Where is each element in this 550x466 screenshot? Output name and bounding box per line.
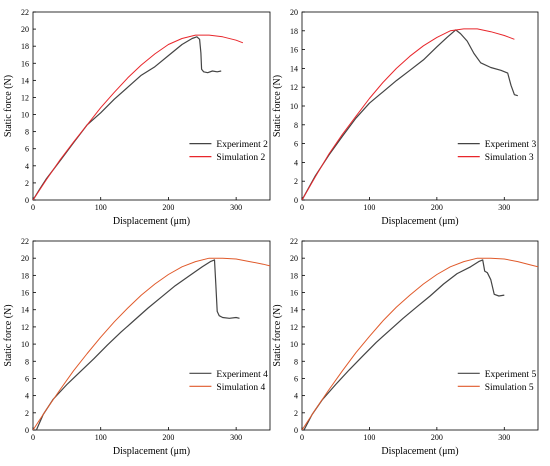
legend-label: Simulation 5 <box>485 383 534 393</box>
y-tick-label: 4 <box>25 162 29 171</box>
series-line-simulation <box>33 34 244 200</box>
y-tick-label: 4 <box>294 158 298 167</box>
y-tick-label: 10 <box>21 111 29 120</box>
x-tick-label: 200 <box>162 203 174 212</box>
x-tick-label: 100 <box>95 433 107 442</box>
y-tick-label: 10 <box>21 340 29 349</box>
x-tick-label: 300 <box>230 433 242 442</box>
x-tick-label: 100 <box>95 203 107 212</box>
x-axis-label: Displacement (μm) <box>381 446 458 457</box>
y-tick-label: 8 <box>294 357 298 366</box>
legend-label: Experiment 4 <box>216 370 268 380</box>
y-tick-label: 0 <box>294 196 298 205</box>
chart-panel-4: 0 2 4 6 8 10 12 14 16 18 20 22 0 100 200 300 Displacemen… <box>272 237 539 457</box>
y-tick-label: 4 <box>294 392 298 401</box>
legend-label: Experiment 3 <box>485 140 537 150</box>
y-tick-label: 16 <box>21 289 29 298</box>
y-axis-label: Static force (N) <box>3 304 14 366</box>
series-line-simulation <box>302 257 538 430</box>
y-tick-label: 0 <box>25 426 29 435</box>
x-tick-label: 300 <box>230 203 242 212</box>
y-tick-label: 18 <box>290 271 298 280</box>
x-tick-label: 100 <box>363 203 375 212</box>
y-tick-label: 14 <box>290 306 298 315</box>
y-axis-label: Static force (N) <box>272 304 283 366</box>
y-tick-label: 2 <box>25 179 29 188</box>
y-tick-label: 6 <box>294 374 298 383</box>
chart-panel-1: 0 2 4 6 8 10 12 14 16 18 20 22 0 100 200 300 Displacemen… <box>3 8 271 227</box>
y-tick-label: 8 <box>294 121 298 130</box>
y-tick-label: 14 <box>290 64 298 73</box>
legend-label: Simulation 2 <box>216 153 265 163</box>
y-tick-label: 2 <box>25 409 29 418</box>
legend-label: Experiment 2 <box>216 140 268 150</box>
y-tick-label: 12 <box>290 83 298 92</box>
y-axis-label: Static force (N) <box>272 75 283 137</box>
y-tick-label: 22 <box>21 237 29 246</box>
x-tick-label: 0 <box>31 433 35 442</box>
y-tick-label: 4 <box>25 392 29 401</box>
y-tick-label: 0 <box>294 426 298 435</box>
x-tick-label: 300 <box>498 433 510 442</box>
y-tick-label: 12 <box>21 323 29 332</box>
plot-frame <box>32 240 271 431</box>
y-tick-label: 16 <box>21 59 29 68</box>
y-tick-label: 20 <box>290 8 298 17</box>
plot-frame <box>32 11 271 201</box>
y-tick-label: 2 <box>294 177 298 186</box>
y-tick-label: 12 <box>21 93 29 102</box>
series-line-experiment <box>35 259 240 430</box>
y-tick-label: 20 <box>290 254 298 263</box>
y-tick-label: 10 <box>290 102 298 111</box>
y-axis-label: Static force (N) <box>3 75 14 137</box>
x-tick-label: 200 <box>431 433 443 442</box>
x-tick-label: 0 <box>300 203 304 212</box>
y-tick-label: 22 <box>21 8 29 17</box>
x-tick-label: 0 <box>31 203 35 212</box>
x-axis-label: Displacement (μm) <box>113 446 190 457</box>
y-tick-label: 18 <box>21 271 29 280</box>
x-tick-label: 200 <box>431 203 443 212</box>
y-tick-label: 20 <box>21 254 29 263</box>
x-tick-label: 100 <box>363 433 375 442</box>
y-tick-label: 22 <box>290 237 298 246</box>
y-tick-label: 6 <box>25 374 29 383</box>
y-tick-label: 6 <box>25 145 29 154</box>
y-tick-label: 8 <box>25 128 29 137</box>
x-tick-label: 200 <box>162 433 174 442</box>
y-tick-label: 6 <box>294 140 298 149</box>
y-tick-label: 8 <box>25 357 29 366</box>
y-tick-label: 12 <box>290 323 298 332</box>
y-tick-label: 0 <box>25 196 29 205</box>
y-tick-label: 14 <box>21 306 29 315</box>
y-tick-label: 2 <box>294 409 298 418</box>
series-line-experiment <box>33 36 222 200</box>
y-tick-label: 20 <box>21 25 29 34</box>
y-tick-label: 16 <box>290 46 298 55</box>
x-axis-label: Displacement (μm) <box>381 216 458 227</box>
y-tick-label: 14 <box>21 76 29 85</box>
x-axis-label: Displacement (μm) <box>113 216 190 227</box>
legend-label: Experiment 5 <box>485 370 537 380</box>
chart-panel-3: 0 2 4 6 8 10 12 14 16 18 20 22 0 100 200 300 Displacemen… <box>3 237 271 457</box>
y-tick-label: 18 <box>21 42 29 51</box>
x-tick-label: 300 <box>498 203 510 212</box>
legend-label: Simulation 4 <box>216 383 265 393</box>
series-line-experiment <box>302 29 518 200</box>
series-line-experiment <box>303 259 505 430</box>
plot-frame <box>301 240 539 431</box>
y-tick-label: 18 <box>290 27 298 36</box>
series-line-simulation <box>302 28 515 200</box>
series-line-simulation <box>33 257 270 430</box>
x-tick-label: 0 <box>300 433 304 442</box>
y-tick-label: 16 <box>290 289 298 298</box>
legend-label: Simulation 3 <box>485 153 534 163</box>
plot-frame <box>301 11 539 201</box>
y-tick-label: 10 <box>290 340 298 349</box>
